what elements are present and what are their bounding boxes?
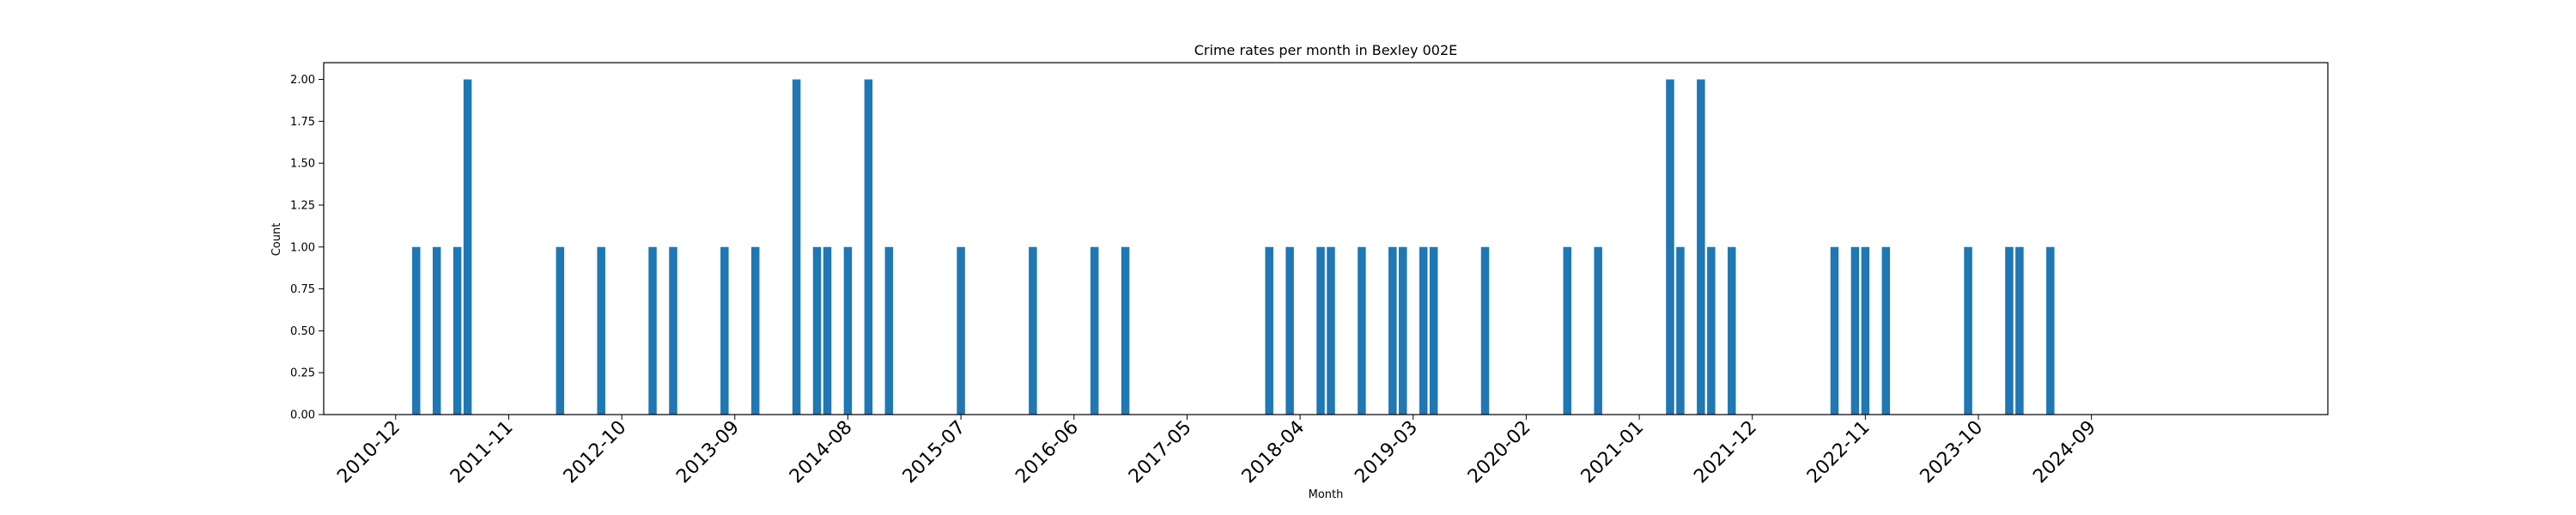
- x-tick-label: 2015-07: [899, 417, 970, 488]
- x-tick-label: 2017-05: [1125, 417, 1196, 488]
- bars-group: [411, 79, 2055, 415]
- bar-2019-05: [1429, 246, 1438, 415]
- x-tick-label: 2021-12: [1690, 417, 1761, 488]
- bar-2016-02: [1029, 246, 1037, 415]
- bar-2021-08: [1707, 246, 1716, 415]
- chart-title: Crime rates per month in Bexley 002E: [1194, 42, 1457, 58]
- bar-2016-08: [1090, 246, 1099, 415]
- bar-2019-10: [1480, 246, 1490, 415]
- bar-2011-02: [411, 246, 421, 415]
- y-tick-label: 1.00: [290, 241, 315, 254]
- bar-2021-04: [1666, 79, 1674, 415]
- x-axis-label: Month: [1309, 488, 1344, 501]
- bar-2021-05: [1676, 246, 1685, 415]
- bar-2014-06: [823, 246, 832, 415]
- bar-2019-04: [1419, 246, 1428, 415]
- bar-2024-05: [2046, 246, 2055, 415]
- bar-2011-04: [432, 246, 441, 415]
- x-tick-label: 2024-09: [2029, 417, 2100, 488]
- bar-2014-03: [792, 79, 801, 415]
- x-tick-label: 2013-09: [672, 417, 744, 488]
- bar-2011-06: [453, 246, 462, 415]
- y-axis: 0.00 0.25 0.50 0.75 1.00 1.25 1.50 1.75 2.00: [290, 74, 324, 422]
- y-tick-label: 0.50: [290, 325, 315, 338]
- x-tick-label: 2019-03: [1351, 417, 1422, 488]
- plot-frame: [323, 62, 2329, 415]
- bar-2015-07: [957, 246, 965, 415]
- bar-2013-08: [720, 246, 729, 415]
- y-tick-label: 1.75: [290, 116, 315, 129]
- bar-2018-06: [1316, 246, 1325, 415]
- bar-2014-12: [884, 246, 894, 415]
- x-tick-label: 2012-10: [560, 417, 631, 488]
- bar-2019-01: [1388, 246, 1397, 415]
- bar-2022-11: [1861, 246, 1870, 415]
- x-tick-label: 2023-10: [1917, 417, 1988, 488]
- bar-2020-09: [1594, 246, 1602, 415]
- bar-2018-03: [1285, 246, 1294, 415]
- bar-2023-09: [1964, 246, 1972, 415]
- x-tick-label: 2016-06: [1012, 417, 1083, 488]
- bar-2014-08: [843, 246, 853, 415]
- x-axis: 2010-12 2011-11 2012-10 2013-09 2014-08 2015-…: [333, 415, 2100, 488]
- bar-2021-10: [1728, 246, 1736, 415]
- y-tick-label: 0.25: [290, 367, 315, 380]
- bar-2020-06: [1563, 246, 1572, 415]
- bar-2012-08: [597, 246, 605, 415]
- y-axis-label: Count: [270, 223, 283, 257]
- bar-2024-02: [2015, 246, 2024, 415]
- y-tick-label: 2.00: [290, 74, 315, 87]
- bar-2024-01: [2005, 246, 2014, 415]
- bar-2018-10: [1358, 246, 1366, 415]
- bar-2021-07: [1697, 79, 1705, 415]
- x-tick-label: 2020-02: [1464, 417, 1535, 488]
- x-tick-label: 2018-04: [1238, 417, 1309, 488]
- bar-2012-04: [556, 246, 565, 415]
- x-tick-label: 2022-11: [1803, 417, 1874, 488]
- bar-2014-05: [812, 246, 822, 415]
- y-tick-label: 0.75: [290, 283, 315, 296]
- bar-2023-01: [1881, 246, 1891, 415]
- x-tick-label: 2021-01: [1577, 417, 1649, 488]
- bar-2022-10: [1850, 246, 1860, 415]
- x-tick-label: 2010-12: [333, 417, 404, 488]
- bar-2011-07: [463, 79, 472, 415]
- bar-2022-08: [1830, 246, 1839, 415]
- bar-2016-11: [1121, 246, 1130, 415]
- bar-2018-01: [1265, 246, 1273, 415]
- x-tick-label: 2014-08: [786, 417, 857, 488]
- bar-2014-10: [864, 79, 873, 415]
- bar-2013-11: [750, 246, 760, 415]
- bar-2013-03: [669, 246, 677, 415]
- y-tick-label: 1.50: [290, 158, 315, 171]
- x-tick-label: 2011-11: [447, 417, 518, 488]
- y-tick-label: 0.00: [290, 409, 315, 422]
- y-tick-label: 1.25: [290, 199, 315, 212]
- bar-2013-01: [648, 246, 657, 415]
- bar-2019-02: [1399, 246, 1407, 415]
- bar-2018-07: [1327, 246, 1335, 415]
